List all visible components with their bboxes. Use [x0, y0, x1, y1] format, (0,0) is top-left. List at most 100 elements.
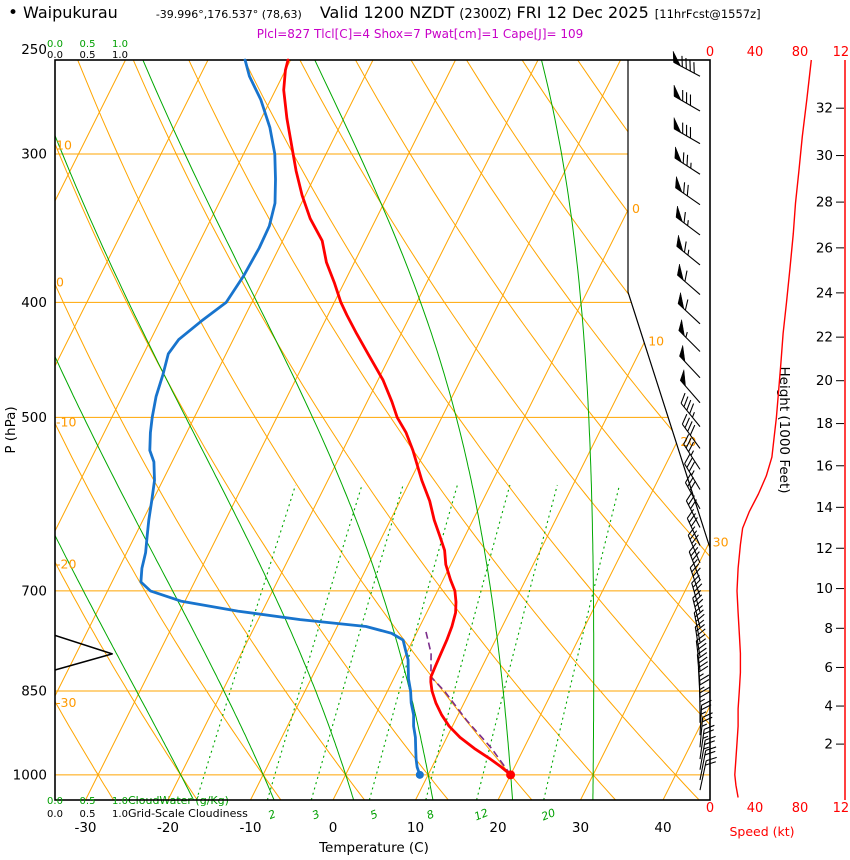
temperature-tick-label: -20 — [157, 820, 179, 836]
height-axis-title: Height (1000 Feet) — [776, 366, 792, 493]
wind-barb — [688, 542, 701, 580]
wind-barb — [675, 205, 701, 236]
wind-barb — [679, 369, 701, 404]
isotherm-line — [167, 60, 539, 800]
surface-dewpoint-dot — [415, 770, 424, 779]
wind-barb — [699, 756, 717, 791]
temperature-tick-label: 40 — [654, 820, 671, 836]
cloudiness-scale-tick: 0.5 — [80, 809, 96, 820]
wind-barb — [692, 590, 704, 628]
moist-adiabat-line — [541, 60, 595, 800]
dry-adiabat-label: -30 — [56, 695, 76, 710]
station-coords: -39.996°,176.537° (78,63) — [155, 8, 302, 21]
mixing-ratio-line — [543, 484, 621, 800]
cloudwater-scale-tick: 1.0 — [112, 39, 128, 50]
wind-barb — [699, 686, 710, 723]
cloudwater-scale-tick: 1.0 — [112, 796, 128, 807]
mixing-ratio-label: 12 — [472, 806, 490, 823]
mixing-ratio-line — [425, 484, 511, 800]
temperature-tick-label: 30 — [572, 820, 589, 836]
height-tick-label: 18 — [816, 416, 833, 432]
mixing-ratio-line — [310, 484, 404, 800]
temperature-tick-label: 20 — [489, 820, 506, 836]
height-tick-label: 24 — [816, 285, 833, 301]
mixing-ratio-line — [476, 484, 558, 800]
station-bullet-icon: • — [8, 3, 19, 23]
cloudiness-scale-tick: 0.0 — [47, 809, 63, 820]
speed-tick-label: 40 — [747, 801, 764, 816]
temperature-tick-label: -30 — [74, 820, 96, 836]
dry-adiabat-line — [55, 60, 198, 800]
temperature-tick-label: 0 — [329, 820, 338, 836]
wind-barb — [684, 453, 701, 490]
height-tick-label: 30 — [816, 148, 833, 164]
grid-boundary-line — [627, 60, 711, 549]
isotherm-label: 30 — [713, 535, 729, 550]
mixing-ratio-label: 3 — [310, 807, 321, 822]
wind-barb — [679, 345, 701, 379]
speed-tick-label: 120 — [833, 45, 850, 60]
temperature-tick-label: -10 — [239, 820, 261, 836]
wind-barb — [694, 619, 706, 657]
wind-barb — [677, 292, 701, 325]
wind-barb — [699, 735, 716, 770]
dry-adiabat-line — [299, 60, 710, 800]
wind-barb — [676, 264, 701, 295]
pressure-tick-label: 850 — [21, 684, 47, 700]
dry-adiabat-label: 10 — [56, 137, 72, 152]
cloudiness-scale-tick: 1.0 — [112, 50, 128, 61]
grid-layer — [55, 60, 850, 800]
dry-adiabat-line — [355, 60, 710, 800]
surface-temperature-dot — [506, 770, 516, 780]
height-tick-label: 10 — [816, 581, 833, 597]
dry-adiabat-line — [55, 60, 282, 800]
dry-adiabat-line — [77, 60, 533, 800]
pressure-tick-label: 300 — [21, 147, 47, 163]
dry-adiabat-line — [55, 60, 115, 800]
height-tick-label: 4 — [824, 699, 833, 715]
title-bar: • Waipukurau -39.996°,176.537° (78,63) V… — [8, 3, 848, 22]
dewpoint-curve — [139, 58, 422, 777]
wind-barb — [674, 146, 701, 175]
station-name: Waipukurau — [23, 3, 118, 22]
height-tick-label: 28 — [816, 195, 833, 211]
isotherm-line — [250, 60, 621, 800]
cloudwater-scale-tick: 0.5 — [80, 796, 96, 807]
mixing-ratio-label: 20 — [539, 806, 557, 823]
moist-adiabat-line — [55, 60, 275, 800]
cloudwater-scale-tick: 0.5 — [80, 39, 96, 50]
data-layer — [54, 51, 812, 798]
isotherm-line — [746, 60, 850, 800]
stability-indices-line: Plcl=827 Tlcl[C]=4 Shox=7 Pwat[cm]=1 Cap… — [256, 27, 584, 41]
wind-barb — [689, 559, 701, 597]
dry-adiabat-label: -20 — [56, 556, 76, 571]
dry-adiabat-line — [577, 60, 710, 800]
moist-adiabat-line — [142, 60, 434, 800]
speed-tick-label: 40 — [747, 45, 764, 60]
wind-barb — [683, 434, 701, 470]
dry-adiabat-label: 0 — [56, 275, 64, 290]
isotherm-line — [55, 60, 126, 800]
speed-tick-label: 120 — [833, 801, 850, 816]
valid-date: FRI 12 Dec 2025 — [516, 3, 649, 22]
wind-barb — [695, 633, 707, 671]
plot-border — [54, 59, 711, 801]
dry-adiabat-line — [188, 60, 700, 800]
wind-barb — [699, 712, 713, 748]
isotherm-line — [415, 60, 710, 800]
wind-barb — [685, 491, 701, 528]
cloudiness-scale-tick: 0.0 — [47, 50, 63, 61]
isotherm-label: 20 — [680, 434, 696, 449]
isotherm-line — [580, 60, 710, 800]
height-tick-label: 8 — [824, 621, 833, 637]
isotherm-line — [332, 60, 704, 800]
cloudwater-scale-tick: 0.0 — [47, 796, 63, 807]
forecast-note: [11hrFcst@1557z] — [654, 7, 761, 21]
wind-barb — [675, 176, 701, 206]
mixing-ratio-line — [266, 484, 363, 800]
speed-tick-label: 80 — [792, 45, 809, 60]
dry-adiabat-line — [243, 60, 710, 800]
